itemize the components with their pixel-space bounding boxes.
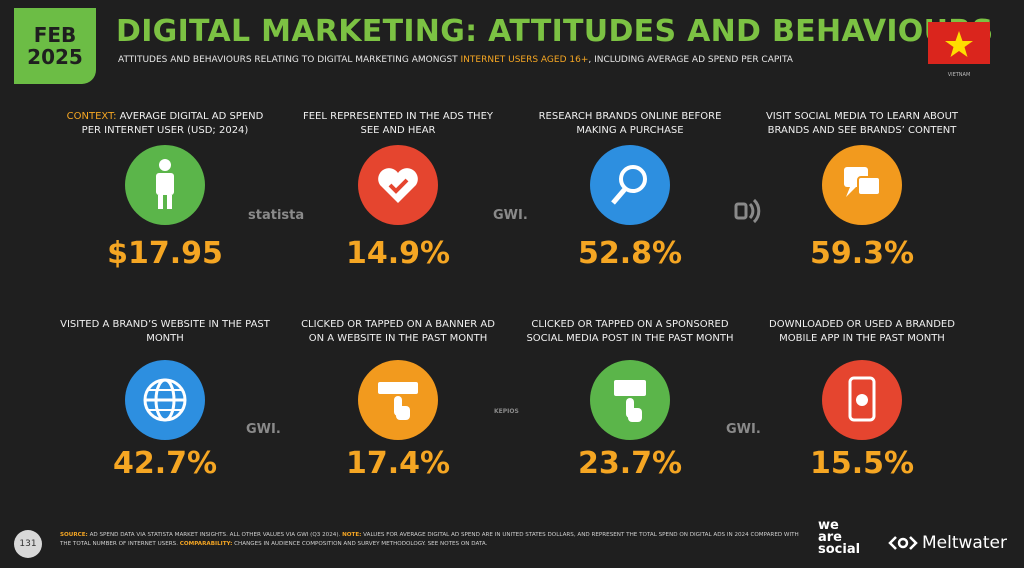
brand-word: Meltwater [922, 533, 1007, 553]
card-icon [820, 358, 904, 442]
card-icon [123, 358, 207, 442]
card-label-prefix: CONTEXT: [66, 111, 117, 122]
badge-year: 2025 [27, 45, 83, 69]
card-label-text: FEEL REPRESENTED IN THE ADS THEY SEE AND… [302, 111, 493, 136]
icon-circle [822, 145, 902, 225]
subtitle-part: , INCLUDING AVERAGE AD SPEND PER CAPITA [588, 55, 793, 65]
country: VIETNAM [947, 72, 971, 78]
card-value: 15.5% [809, 446, 915, 481]
brand-we-are-social: we are social [818, 518, 861, 557]
subtitle-part: ATTITUDES AND BEHAVIOURS RELATING TO DIG… [118, 55, 461, 65]
datareportal-mark [734, 198, 761, 224]
source-logo: GWI. [493, 208, 528, 223]
card-label-text: RESEARCH BRANDS ONLINE BEFORE MAKING A P… [538, 111, 722, 136]
footnotes: SOURCE: AD SPEND DATA VIA STATISTA MARKE… [60, 531, 800, 549]
card-label: CLICKED OR TAPPED ON A BANNER AD ON A WE… [293, 318, 503, 346]
card-label-text: AVERAGE DIGITAL AD SPEND PER INTERNET US… [81, 111, 264, 136]
page-number: 131 [14, 530, 42, 558]
icon-circle [590, 360, 670, 440]
title: DIGITAL MARKETING: ATTITUDES AND BEHAVIO… [116, 14, 994, 49]
flag [928, 22, 990, 64]
card-label: DOWNLOADED OR USED A BRANDED MOBILE APP … [757, 318, 967, 346]
brand-word: we [818, 518, 839, 533]
card-label-text: VISIT SOCIAL MEDIA TO LEARN ABOUT BRANDS… [765, 111, 959, 136]
card-value: 52.8% [577, 236, 683, 271]
card-value: 42.7% [112, 446, 218, 481]
card-value: 17.4% [345, 446, 451, 481]
subtitle: ATTITUDES AND BEHAVIOURS RELATING TO DIG… [118, 55, 793, 65]
datareportal-icon [732, 196, 762, 226]
meltwater-icon [888, 536, 918, 550]
brand-meltwater: Meltwater [888, 533, 1007, 553]
card-label: RESEARCH BRANDS ONLINE BEFORE MAKING A P… [525, 110, 735, 138]
card-label-text: CLICKED OR TAPPED ON A SPONSORED SOCIAL … [526, 319, 734, 344]
card-value: 14.9% [345, 236, 451, 271]
card-label: VISITED A BRAND’S WEBSITE IN THE PAST MO… [60, 318, 270, 346]
note-key: COMPARABILITY: [179, 541, 233, 547]
card-icon [588, 358, 672, 442]
subtitle-highlight: INTERNET USERS AGED 16+ [460, 55, 589, 65]
card-label-text: DOWNLOADED OR USED A BRANDED MOBILE APP … [769, 319, 955, 344]
card-icon [588, 143, 672, 227]
icon-circle [358, 360, 438, 440]
card-label-text: CLICKED OR TAPPED ON A BANNER AD ON A WE… [301, 319, 495, 344]
source-logo: GWI. [246, 422, 281, 437]
source-logo: statista [248, 208, 305, 223]
card-label-text: VISITED A BRAND’S WEBSITE IN THE PAST MO… [60, 319, 270, 344]
note-key: SOURCE: [60, 532, 88, 538]
brand-word: social [818, 542, 861, 557]
card-label: CLICKED OR TAPPED ON A SPONSORED SOCIAL … [525, 318, 735, 346]
icon-circle [358, 145, 438, 225]
card-icon [356, 143, 440, 227]
card-value: 23.7% [577, 446, 683, 481]
date-badge: FEB 2025 [14, 8, 96, 84]
card-label: CONTEXT: AVERAGE DIGITAL AD SPEND PER IN… [60, 110, 270, 138]
source-logo: KEPIOS [494, 408, 519, 415]
note-key: NOTE: [342, 532, 362, 538]
card-label: VISIT SOCIAL MEDIA TO LEARN ABOUT BRANDS… [757, 110, 967, 138]
icon-circle [822, 360, 902, 440]
note-text: VALUES FOR AVERAGE DIGITAL AD SPEND ARE … [60, 532, 799, 547]
card-icon [123, 143, 207, 227]
note-text: CHANGES IN AUDIENCE COMPOSITION AND SURV… [232, 541, 488, 547]
icon-circle [125, 145, 205, 225]
note-text: AD SPEND DATA VIA STATISTA MARKET INSIGH… [87, 532, 343, 538]
source-logo: GWI. [726, 422, 761, 437]
icon-circle [125, 360, 205, 440]
card-label: FEEL REPRESENTED IN THE ADS THEY SEE AND… [293, 110, 503, 138]
icon-circle [590, 145, 670, 225]
card-icon [356, 358, 440, 442]
badge-month: FEB [33, 23, 77, 47]
card-value: 59.3% [809, 236, 915, 271]
card-icon [820, 143, 904, 227]
card-value: $17.95 [107, 236, 223, 271]
brand-word: are [818, 530, 843, 545]
